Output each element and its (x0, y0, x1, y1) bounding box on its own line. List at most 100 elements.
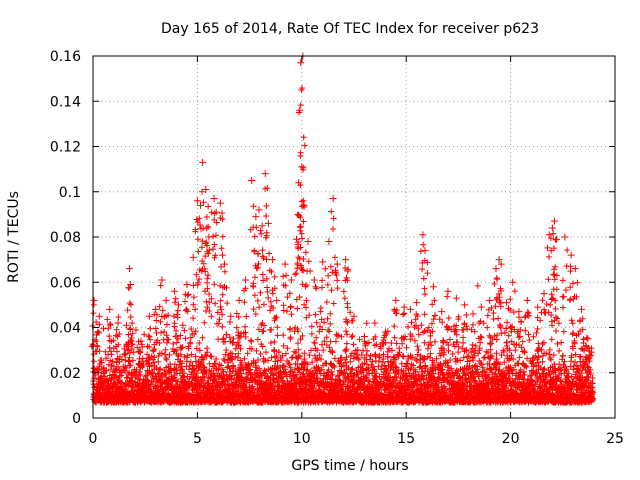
roti-point (314, 355, 321, 362)
roti-point (187, 340, 194, 347)
roti-point (162, 370, 169, 377)
roti-point (184, 352, 191, 359)
roti-point (158, 380, 165, 387)
roti-point (215, 336, 222, 343)
roti-point (304, 366, 311, 373)
roti-point (126, 362, 133, 369)
roti-point (363, 320, 370, 327)
roti-point (243, 362, 250, 369)
roti-point (244, 350, 251, 357)
roti-point (130, 349, 137, 356)
roti-point (323, 334, 330, 341)
roti-point (129, 357, 136, 364)
roti-point (90, 358, 97, 365)
roti-point (182, 386, 189, 393)
roti-point (253, 347, 260, 354)
roti-point (259, 343, 266, 350)
roti-point (185, 345, 192, 352)
roti-point (116, 373, 123, 380)
roti-point (234, 390, 241, 397)
roti-point (254, 370, 261, 377)
roti-point (325, 366, 332, 373)
roti-point (178, 363, 185, 370)
roti-point (118, 372, 125, 379)
roti-point (303, 367, 310, 374)
roti-point (455, 349, 462, 356)
roti-point (226, 365, 233, 372)
roti-point (198, 378, 205, 385)
roti-point (554, 340, 561, 347)
roti-point (162, 355, 169, 362)
roti-point (297, 336, 304, 343)
roti-point (104, 316, 111, 323)
roti-point (133, 366, 140, 373)
roti-point (556, 347, 563, 354)
roti-point (273, 366, 280, 373)
roti-point (259, 328, 266, 335)
roti-point (109, 358, 116, 365)
roti-point (329, 371, 336, 378)
roti-point (212, 360, 219, 367)
roti-point (114, 348, 121, 355)
roti-point (235, 350, 242, 357)
roti-point (91, 375, 98, 382)
roti-point (193, 345, 200, 352)
roti-point (118, 369, 125, 376)
roti-point (178, 389, 185, 396)
roti-point (203, 371, 210, 378)
roti-point (415, 346, 422, 353)
roti-point (163, 356, 170, 363)
roti-point (187, 359, 194, 366)
roti-point (107, 321, 114, 328)
roti-point (318, 356, 325, 363)
roti-point (314, 347, 321, 354)
roti-point (206, 360, 213, 367)
roti-point (326, 344, 333, 351)
roti-point (414, 351, 421, 358)
roti-point (158, 350, 165, 357)
roti-point (525, 331, 532, 338)
roti-point (132, 326, 139, 333)
roti-point (515, 334, 522, 341)
roti-point (367, 352, 374, 359)
roti-point (155, 358, 162, 365)
roti-point (253, 362, 260, 369)
roti-point (530, 333, 537, 340)
roti-point (197, 383, 204, 390)
roti-point (512, 347, 519, 354)
roti-point (228, 355, 235, 362)
roti-point (262, 380, 269, 387)
roti-point (150, 359, 157, 366)
roti-point (547, 356, 554, 363)
roti-point (329, 349, 336, 356)
roti-point (223, 371, 230, 378)
roti-point (301, 356, 308, 363)
roti-point (197, 361, 204, 368)
roti-point (173, 364, 180, 371)
roti-point (115, 314, 122, 321)
roti-point (331, 363, 338, 370)
roti-point (247, 337, 254, 344)
roti-point (313, 375, 320, 382)
roti-point (220, 356, 227, 363)
roti-point (447, 356, 454, 363)
roti-point (299, 332, 306, 339)
roti-point (228, 376, 235, 383)
roti-point (330, 362, 337, 369)
roti-point (347, 358, 354, 365)
roti-point (122, 350, 129, 357)
roti-point (230, 364, 237, 371)
roti-point (460, 354, 467, 361)
roti-point (122, 363, 129, 370)
roti-point (274, 357, 281, 364)
roti-point (189, 362, 196, 369)
roti-point (192, 377, 199, 384)
roti-point (135, 375, 142, 382)
roti-point (227, 368, 234, 375)
roti-point (146, 333, 153, 340)
roti-point (279, 352, 286, 359)
roti-point (124, 375, 131, 382)
roti-point (137, 349, 144, 356)
roti-point (460, 339, 467, 346)
